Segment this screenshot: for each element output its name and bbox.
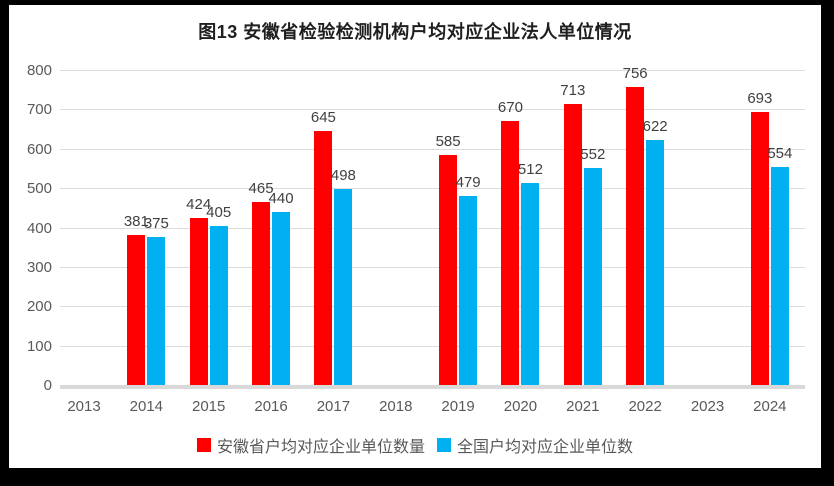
- bar-anhui: [252, 201, 271, 385]
- bar-anhui: [314, 131, 333, 385]
- gridline: [60, 70, 805, 71]
- legend-label: 全国户均对应企业单位数: [457, 439, 634, 456]
- bar-value-label: 479: [455, 174, 481, 192]
- x-axis-tick-label: 2018: [379, 398, 413, 415]
- gridline: [60, 345, 805, 347]
- bar-value-label: 693: [747, 90, 773, 108]
- gridline: [60, 109, 805, 111]
- bar-national: [209, 225, 228, 385]
- bar-value-label: 424: [186, 196, 212, 214]
- bar-value-label: 552: [580, 145, 606, 163]
- bar-value-label: 622: [642, 118, 668, 136]
- chart-canvas: 图13 安徽省检验检测机构户均对应企业法人单位情况 0 100 200 300 400 5…: [9, 5, 821, 468]
- y-axis-tick-label: 500: [26, 180, 52, 198]
- bar-value-label: 465: [248, 179, 274, 197]
- legend: 安徽省户均对应企业单位数量 全国户均对应企业单位数: [9, 433, 821, 457]
- bar-anhui: [501, 121, 520, 385]
- y-axis-tick-label: 0: [43, 377, 52, 394]
- bar-national: [521, 183, 540, 385]
- bar-value-label: 405: [206, 203, 232, 221]
- legend-label: 安徽省户均对应企业单位数量: [216, 439, 425, 456]
- bar-anhui: [439, 154, 458, 385]
- y-axis-tick-label: 600: [26, 140, 52, 158]
- gridline: [60, 306, 805, 308]
- bar-value-label: 498: [330, 166, 356, 184]
- bar-anhui: [127, 234, 146, 385]
- bar-value-label: 713: [560, 82, 586, 100]
- x-axis-tick-label: 2020: [503, 398, 538, 415]
- y-axis-tick-label: 100: [26, 337, 52, 355]
- gridline: [60, 227, 805, 229]
- x-axis-tick-label: 2017: [316, 398, 351, 415]
- bar-value-label: 645: [310, 109, 336, 127]
- x-axis-tick-label: 2015: [192, 398, 226, 415]
- bar-anhui: [189, 218, 208, 385]
- bar-value-label: 756: [622, 65, 648, 83]
- bar-anhui: [563, 104, 582, 385]
- x-axis-line: [60, 385, 805, 389]
- plot-area: 0 100 200 300 400 500 600 700 800 2013 2014 381 375 2…: [9, 5, 821, 468]
- x-axis-tick-label: 2013: [67, 398, 101, 415]
- chart-title: 图13 安徽省检验检测机构户均对应企业法人单位情况: [198, 22, 632, 42]
- legend-item: 安徽省户均对应企业单位数量: [196, 433, 425, 457]
- bar-national: [147, 237, 166, 385]
- bar-national: [646, 140, 665, 385]
- legend-swatch-icon: [437, 438, 451, 452]
- gridline: [60, 266, 805, 268]
- bar-national: [583, 167, 602, 385]
- y-axis-tick-label: 400: [26, 219, 52, 237]
- legend-swatch-icon: [196, 438, 211, 452]
- bar-value-label: 670: [497, 99, 523, 117]
- bar-anhui: [626, 87, 645, 385]
- gridline: [60, 148, 805, 150]
- legend-item: 全国户均对应企业单位数: [437, 433, 633, 457]
- bar-national: [459, 196, 478, 385]
- gridline: [60, 188, 805, 190]
- x-axis-tick-label: 2016: [254, 398, 288, 415]
- x-axis-tick-label: 2024: [753, 398, 787, 415]
- x-axis-tick-label: 2014: [129, 398, 164, 415]
- bar-national: [334, 188, 353, 385]
- x-axis-tick-label: 2019: [441, 398, 475, 415]
- x-axis-tick-label: 2021: [566, 398, 600, 415]
- bar-national: [272, 211, 291, 385]
- bar-value-label: 512: [517, 161, 543, 179]
- bar-value-label: 554: [767, 144, 793, 162]
- bar-anhui: [750, 112, 769, 385]
- bar-value-label: 381: [123, 212, 149, 230]
- y-axis-tick-label: 800: [26, 62, 52, 79]
- bar-value-label: 585: [435, 132, 461, 150]
- bar-value-label: 440: [268, 189, 294, 207]
- bar-value-label: 375: [143, 215, 169, 233]
- x-axis-tick-label: 2022: [628, 398, 662, 415]
- bar-national: [770, 166, 789, 385]
- y-axis-tick-label: 300: [26, 258, 52, 276]
- y-axis-tick-label: 700: [26, 101, 52, 119]
- x-axis-tick-label: 2023: [690, 398, 725, 415]
- y-axis-tick-label: 200: [26, 298, 52, 316]
